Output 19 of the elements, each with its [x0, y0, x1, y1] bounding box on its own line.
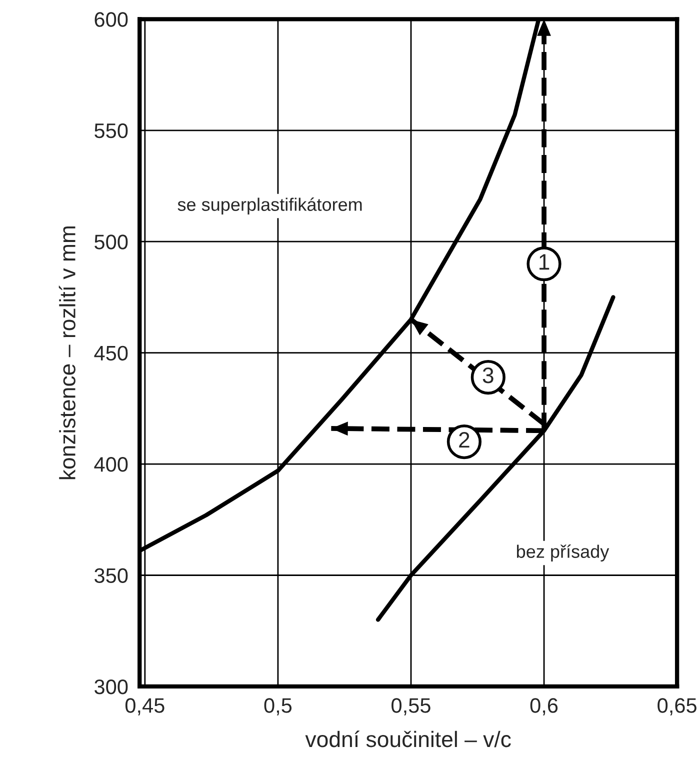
annotation: 1 — [540, 254, 550, 270]
y-tick-label: 500 — [94, 234, 128, 250]
annotation: 3 — [482, 368, 494, 384]
y-tick-label: 450 — [94, 346, 128, 361]
y-tick-label: 350 — [94, 568, 128, 584]
y-axis-title: konzistence – rozlití v mm — [58, 226, 76, 480]
x-tick-label: 0,5 — [264, 698, 292, 716]
y-tick-label: 300 — [94, 679, 128, 694]
y-tick-label: 400 — [94, 457, 128, 472]
annotation: bez přísady — [516, 544, 610, 562]
x-tick-label: 0,6 — [530, 698, 558, 716]
y-tick-label: 600 — [94, 12, 128, 27]
annotation: 2 — [459, 432, 470, 448]
x-tick-label: 0,65 — [658, 698, 696, 716]
y-tick-label: 550 — [94, 123, 128, 138]
x-tick-label: 0,45 — [125, 698, 164, 716]
x-axis-title: vodní součinitel – v/c — [305, 730, 511, 748]
annotation: se superplastifikátorem — [178, 197, 362, 215]
x-tick-label: 0,55 — [392, 698, 430, 716]
